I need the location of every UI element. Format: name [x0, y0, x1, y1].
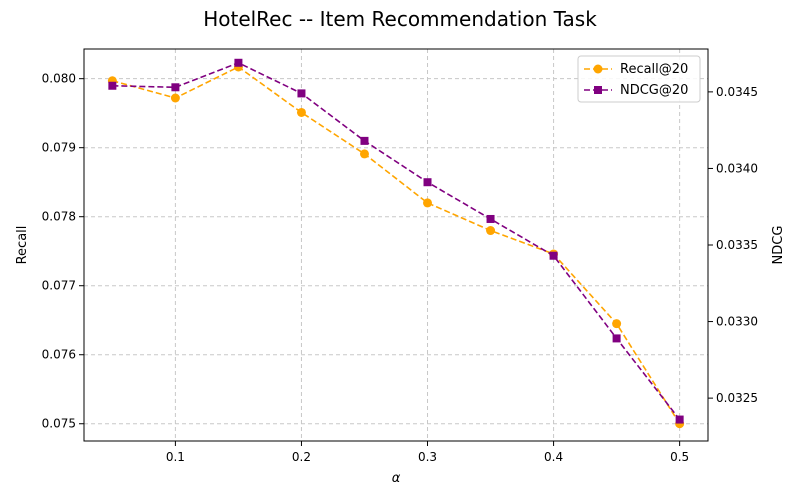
x-tick-label: 0.3	[418, 450, 437, 464]
legend-box	[577, 55, 701, 103]
ndcg-20-marker	[675, 415, 684, 424]
left-y-tick-label: 0.078	[42, 210, 76, 224]
legend-label-ndcg-20: NDCG@20	[620, 83, 688, 98]
legend-marker-recall-20	[593, 64, 603, 74]
left-y-tick-label: 0.077	[42, 279, 76, 293]
ndcg-20-marker	[234, 58, 243, 67]
x-tick-label: 0.5	[670, 450, 689, 464]
ndcg-20-marker	[612, 334, 621, 343]
recall-20-marker	[296, 107, 306, 117]
left-y-axis-label: Recall	[15, 226, 30, 265]
right-y-tick-label: 0.0340	[716, 161, 758, 175]
plot-frame	[83, 48, 709, 442]
ndcg-20-marker	[360, 136, 369, 145]
recall-20-marker	[170, 93, 180, 103]
x-tick-label: 0.4	[544, 450, 563, 464]
recall-20-marker	[486, 226, 496, 236]
ndcg-20-marker	[423, 178, 432, 187]
chart-title: HotelRec -- Item Recommendation Task	[203, 7, 597, 31]
ndcg-20-marker	[171, 83, 180, 92]
series-layer	[107, 58, 685, 429]
recall-20-line	[112, 66, 681, 425]
right-y-tick-label: 0.0345	[716, 85, 758, 99]
ndcg-20-marker	[108, 81, 117, 90]
recall-20-marker	[612, 319, 622, 329]
x-axis: 0.1 0.2 0.3 0.4 0.5	[166, 441, 689, 464]
recall-20-marker	[359, 149, 369, 159]
legend-label-recall-20: Recall@20	[620, 62, 688, 77]
left-y-axis: 0.075 0.076 0.077 0.078 0.079 0.080	[42, 72, 84, 431]
right-y-tick-label: 0.0330	[716, 315, 758, 329]
ndcg-20-marker	[486, 214, 495, 223]
right-y-axis-label: NDCG	[771, 226, 786, 265]
left-y-tick-label: 0.076	[42, 348, 76, 362]
legend: Recall@20 NDCG@20	[577, 55, 701, 103]
right-y-axis: 0.0325 0.0330 0.0335 0.0340 0.0345	[708, 85, 758, 405]
ndcg-20-line	[112, 61, 681, 421]
right-y-tick-label: 0.0335	[716, 238, 758, 252]
legend-marker-ndcg-20	[594, 86, 602, 94]
left-y-tick-label: 0.079	[42, 141, 76, 155]
recall-20-marker	[423, 198, 433, 208]
left-y-tick-label: 0.075	[42, 417, 76, 431]
ndcg-20-marker	[549, 251, 558, 260]
ndcg-20-marker	[297, 89, 306, 98]
left-y-tick-label: 0.080	[42, 72, 76, 86]
x-tick-label: 0.2	[292, 450, 311, 464]
right-y-tick-label: 0.0325	[716, 391, 758, 405]
x-tick-label: 0.1	[166, 450, 185, 464]
grid	[84, 49, 708, 441]
x-axis-label: α	[392, 471, 401, 486]
